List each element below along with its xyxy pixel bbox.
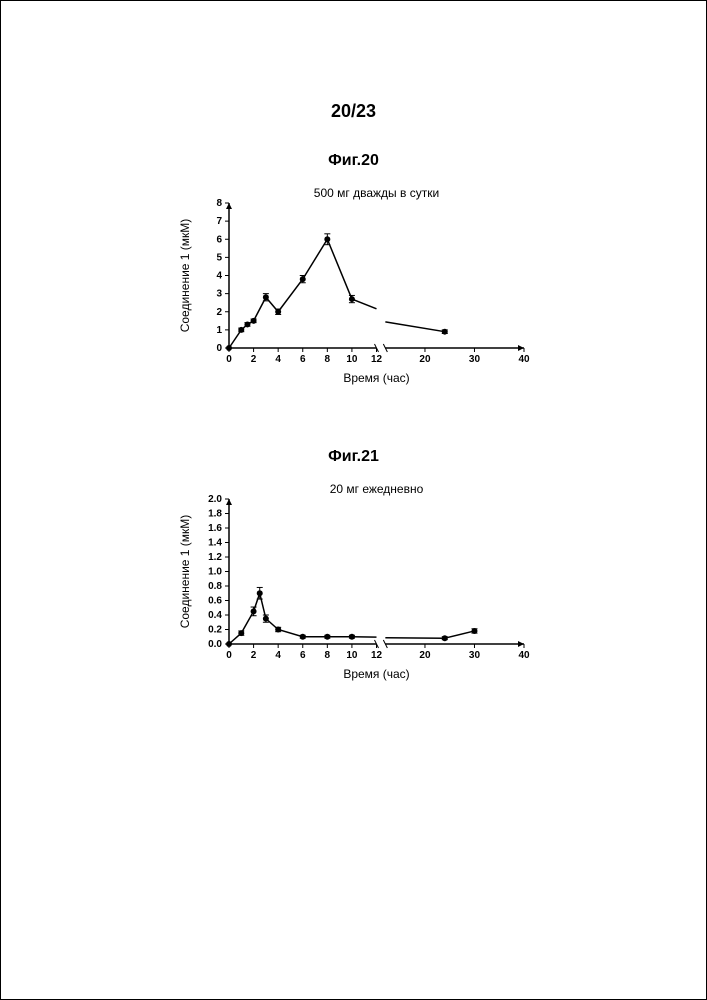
svg-text:1: 1: [216, 325, 222, 336]
svg-text:20: 20: [419, 354, 431, 365]
svg-text:30: 30: [468, 650, 480, 661]
svg-text:Время (час): Время (час): [343, 371, 409, 385]
svg-text:8: 8: [216, 198, 222, 209]
figure-21-title: Фиг.21: [1, 448, 706, 466]
svg-text:4: 4: [216, 271, 222, 282]
figure-20-chart: 500 мг дважды в сутки0246810122030400123…: [174, 178, 534, 388]
svg-text:12: 12: [370, 650, 382, 661]
figure-21-chart: 20 мг ежедневно 0 2 4 6 8 10 12 20 30 40 0.0 0.2 0.4 0…: [174, 474, 534, 684]
svg-text:2: 2: [216, 307, 222, 318]
svg-text:0.8: 0.8: [208, 581, 222, 592]
svg-text:1.2: 1.2: [208, 552, 222, 563]
figure-20-chart-wrap: 500 мг дважды в сутки0246810122030400123…: [174, 178, 534, 388]
svg-text:30: 30: [468, 354, 480, 365]
figure-20-block: Фиг.20 500 мг дважды в сутки024681012203…: [1, 152, 706, 388]
svg-text:Время (час): Время (час): [343, 667, 409, 681]
svg-text:20 мг ежедневно: 20 мг ежедневно: [329, 482, 423, 496]
svg-text:0.2: 0.2: [208, 625, 222, 636]
svg-text:2.0: 2.0: [208, 494, 222, 505]
svg-text:5: 5: [216, 252, 222, 263]
svg-text:12: 12: [370, 354, 382, 365]
svg-text:1.0: 1.0: [208, 567, 222, 578]
svg-text:8: 8: [324, 354, 330, 365]
svg-text:2: 2: [250, 354, 256, 365]
figure-21-chart-wrap: 20 мг ежедневно 0 2 4 6 8 10 12 20 30 40 0.0 0.2 0.4 0…: [174, 474, 534, 684]
svg-text:4: 4: [275, 650, 281, 661]
svg-text:0: 0: [226, 354, 232, 365]
svg-text:10: 10: [346, 650, 358, 661]
svg-text:1.6: 1.6: [208, 523, 222, 534]
page-number: 20/23: [1, 101, 706, 122]
svg-text:8: 8: [324, 650, 330, 661]
svg-text:6: 6: [299, 650, 305, 661]
svg-text:1.4: 1.4: [208, 538, 222, 549]
svg-text:10: 10: [346, 354, 358, 365]
svg-text:6: 6: [299, 354, 305, 365]
svg-text:40: 40: [518, 354, 530, 365]
figure-20-title: Фиг.20: [1, 152, 706, 170]
svg-text:20: 20: [419, 650, 431, 661]
page-frame: 20/23 Фиг.20 500 мг дважды в сутки 0 2 4 6 8 1…: [0, 0, 707, 1000]
svg-text:7: 7: [216, 216, 222, 227]
svg-text:6: 6: [216, 234, 222, 245]
svg-text:1.8: 1.8: [208, 509, 222, 520]
svg-text:0: 0: [216, 343, 222, 354]
svg-text:2: 2: [250, 650, 256, 661]
svg-text:Соединение 1 (мкМ): Соединение 1 (мкМ): [178, 515, 192, 629]
svg-text:0.0: 0.0: [208, 639, 222, 650]
svg-text:0.4: 0.4: [208, 610, 222, 621]
svg-text:0: 0: [226, 650, 232, 661]
figure-21-block: Фиг.21 20 мг ежедневно 0 2 4 6 8 10 12 20 30 40 0.0…: [1, 448, 706, 684]
svg-text:0.6: 0.6: [208, 596, 222, 607]
svg-text:3: 3: [216, 289, 222, 300]
svg-text:Соединение 1 (мкМ): Соединение 1 (мкМ): [178, 219, 192, 333]
svg-text:40: 40: [518, 650, 530, 661]
svg-text:4: 4: [275, 354, 281, 365]
svg-text:500 мг дважды в сутки: 500 мг дважды в сутки: [313, 186, 438, 200]
